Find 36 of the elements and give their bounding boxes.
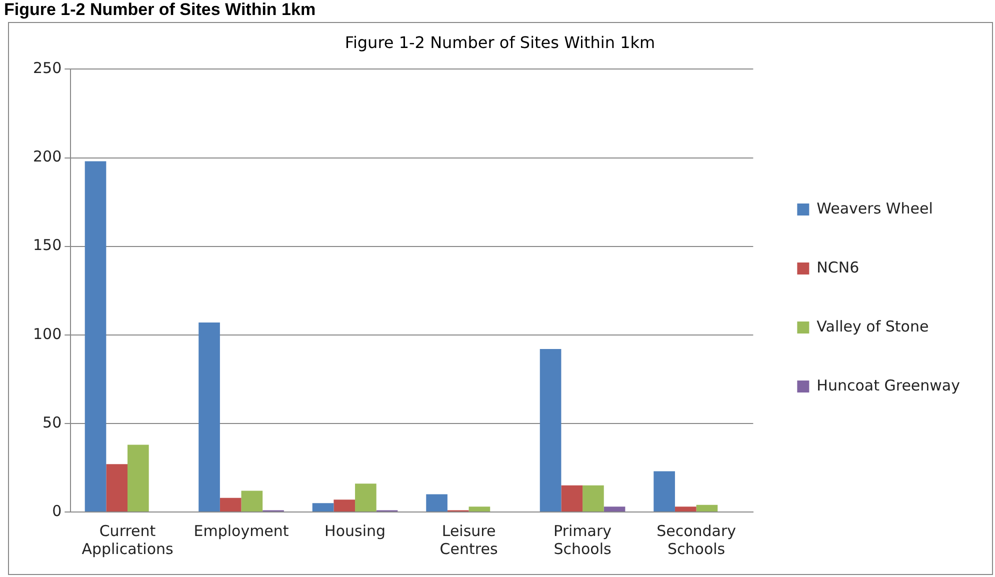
y-tick-label: 200: [32, 148, 62, 166]
bar: [561, 485, 583, 512]
bar: [334, 500, 356, 512]
bar: [241, 490, 263, 512]
x-tick-label: Secondary Schools: [656, 522, 736, 558]
legend-label: Weavers Wheel: [816, 199, 933, 218]
bar: [426, 494, 448, 512]
x-tick-label: Employment: [194, 522, 289, 540]
y-tick-label: 100: [32, 324, 62, 343]
y-tick-label: 50: [42, 413, 62, 432]
bar: [355, 484, 376, 512]
bar: [604, 506, 626, 512]
y-tick-label: 250: [32, 59, 62, 78]
bar: [312, 503, 334, 512]
x-tick-label: Housing: [324, 522, 386, 540]
x-tick-label: Leisure Centres: [440, 522, 498, 558]
bar: [84, 161, 106, 512]
bar: [128, 444, 149, 512]
bar: [220, 498, 242, 512]
bar: [582, 485, 604, 512]
bar: [696, 504, 718, 512]
bar: [468, 506, 490, 512]
legend-label: Huncoat Greenway: [816, 376, 960, 394]
caption: Figure 1-2 Number of Sites Within 1km: [4, 0, 316, 20]
bar: [540, 349, 562, 512]
bar: [654, 471, 675, 512]
x-tick-label: Primary Schools: [554, 522, 612, 558]
chart-title: Figure 1-2 Number of Sites Within 1km: [344, 32, 656, 52]
bar: [106, 464, 128, 512]
legend-label: NCN6: [816, 258, 860, 276]
y-tick-label: 0: [52, 502, 62, 520]
bar: [198, 322, 220, 512]
y-tick-label: 150: [32, 236, 62, 254]
x-tick-label: Current Applications: [82, 522, 174, 558]
bar: [674, 506, 696, 512]
legend-label: Valley of Stone: [816, 317, 929, 336]
